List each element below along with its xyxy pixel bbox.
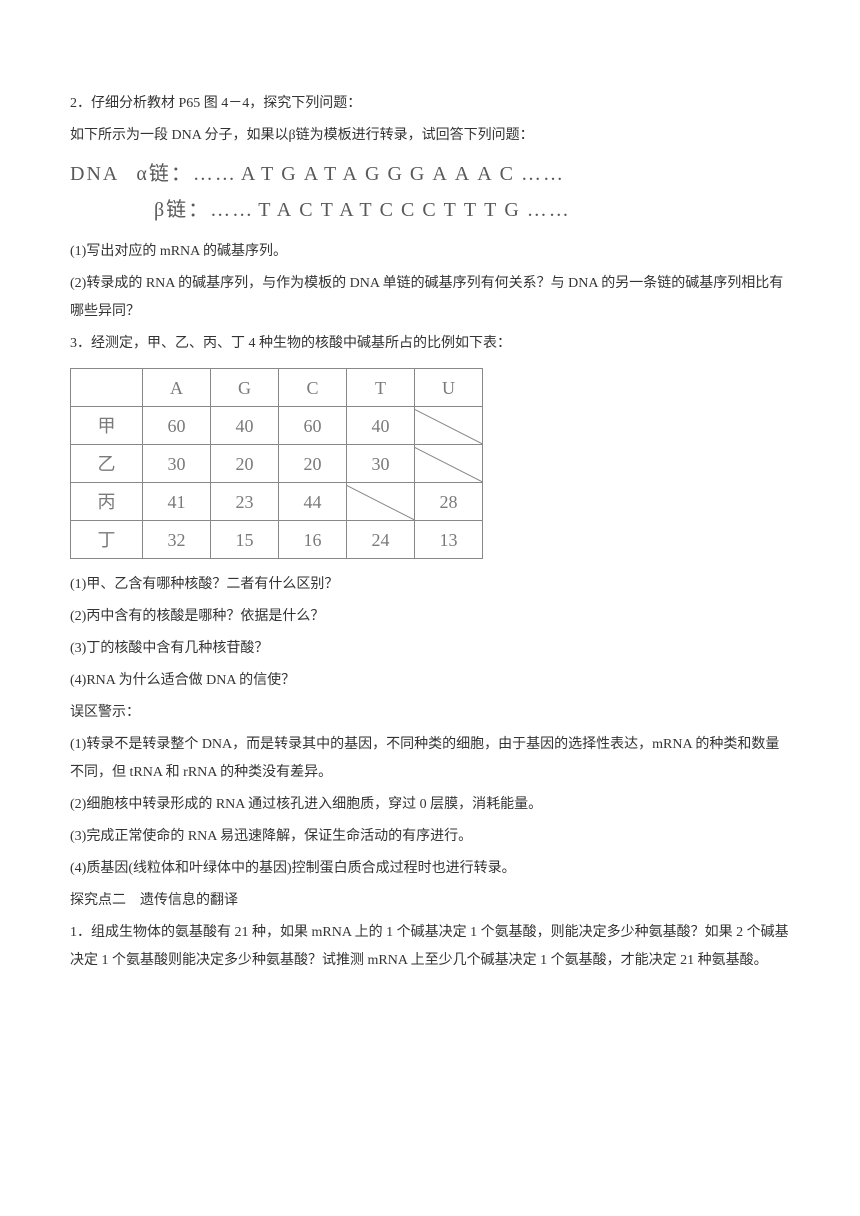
topic2-q1: 1．组成生物体的氨基酸有 21 种，如果 mRNA 上的 1 个碱基决定 1 个… — [70, 919, 790, 975]
q2-intro: 2．仔细分析教材 P65 图 4－4，探究下列问题： — [70, 90, 790, 118]
table-cell: 40 — [347, 407, 415, 445]
table-cell: 60 — [143, 407, 211, 445]
q2-sub1: (1)写出对应的 mRNA 的碱基序列。 — [70, 238, 790, 266]
table-row: 甲60406040 — [71, 407, 483, 445]
dna-beta-suffix: …… — [527, 199, 571, 221]
topic2-title: 探究点二 遗传信息的翻译 — [70, 887, 790, 915]
table-cell: 32 — [143, 521, 211, 559]
row-label: 丁 — [71, 521, 143, 559]
dna-alpha-seq: ATGATAGGGAAAC — [241, 163, 521, 185]
q3-sub4: (4)RNA 为什么适合做 DNA 的信使？ — [70, 667, 790, 695]
col-C: C — [279, 369, 347, 407]
col-blank — [71, 369, 143, 407]
warn-3: (3)完成正常使命的 RNA 易迅速降解，保证生命活动的有序进行。 — [70, 823, 790, 851]
table-cell: 20 — [279, 445, 347, 483]
dna-alpha-line: DNA α链：……ATGATAGGGAAAC…… — [70, 156, 790, 192]
warn-1: (1)转录不是转录整个 DNA，而是转录其中的基因，不同种类的细胞，由于基因的选… — [70, 731, 790, 787]
table-row: 丁3215162413 — [71, 521, 483, 559]
dna-alpha-label: α链：…… — [136, 163, 236, 185]
q3-sub2: (2)丙中含有的核酸是哪种？依据是什么？ — [70, 603, 790, 631]
col-G: G — [211, 369, 279, 407]
q3-sub3: (3)丁的核酸中含有几种核苷酸？ — [70, 635, 790, 663]
table-cell: 23 — [211, 483, 279, 521]
table-cell — [347, 483, 415, 521]
table-cell: 28 — [415, 483, 483, 521]
col-T: T — [347, 369, 415, 407]
dna-beta-line: β链：……TACTATCCCTTTG…… — [70, 192, 790, 228]
dna-beta-label: β链：…… — [154, 199, 254, 221]
table-cell — [415, 445, 483, 483]
table-cell: 30 — [143, 445, 211, 483]
table-cell: 40 — [211, 407, 279, 445]
table-header-row: A G C T U — [71, 369, 483, 407]
dna-beta-seq: TACTATCCCTTTG — [258, 199, 527, 221]
table-cell — [415, 407, 483, 445]
q2-sub2: (2)转录成的 RNA 的碱基序列，与作为模板的 DNA 单链的碱基序列有何关系… — [70, 270, 790, 326]
table-cell: 15 — [211, 521, 279, 559]
table-cell: 13 — [415, 521, 483, 559]
table-cell: 41 — [143, 483, 211, 521]
table-cell: 16 — [279, 521, 347, 559]
warn-title: 误区警示： — [70, 699, 790, 727]
row-label: 甲 — [71, 407, 143, 445]
dna-alpha-suffix: …… — [521, 163, 565, 185]
dna-sequence-block: DNA α链：……ATGATAGGGAAAC…… β链：……TACTATCCCT… — [70, 156, 790, 228]
q3-sub1: (1)甲、乙含有哪种核酸？二者有什么区别？ — [70, 571, 790, 599]
table-cell: 44 — [279, 483, 347, 521]
table-row: 丙412344 28 — [71, 483, 483, 521]
table-cell: 30 — [347, 445, 415, 483]
q2-line2: 如下所示为一段 DNA 分子，如果以β链为模板进行转录，试回答下列问题： — [70, 122, 790, 150]
q3-intro: 3．经测定，甲、乙、丙、丁 4 种生物的核酸中碱基所占的比例如下表： — [70, 330, 790, 358]
col-U: U — [415, 369, 483, 407]
warn-2: (2)细胞核中转录形成的 RNA 通过核孔进入细胞质，穿过 0 层膜，消耗能量。 — [70, 791, 790, 819]
table-cell: 24 — [347, 521, 415, 559]
table-cell: 60 — [279, 407, 347, 445]
row-label: 乙 — [71, 445, 143, 483]
col-A: A — [143, 369, 211, 407]
table-row: 乙30202030 — [71, 445, 483, 483]
warn-4: (4)质基因(线粒体和叶绿体中的基因)控制蛋白质合成过程时也进行转录。 — [70, 855, 790, 883]
dna-prefix: DNA — [70, 163, 119, 185]
table-cell: 20 — [211, 445, 279, 483]
row-label: 丙 — [71, 483, 143, 521]
base-ratio-table: A G C T U 甲60406040乙30202030丙41234428丁32… — [70, 368, 483, 559]
